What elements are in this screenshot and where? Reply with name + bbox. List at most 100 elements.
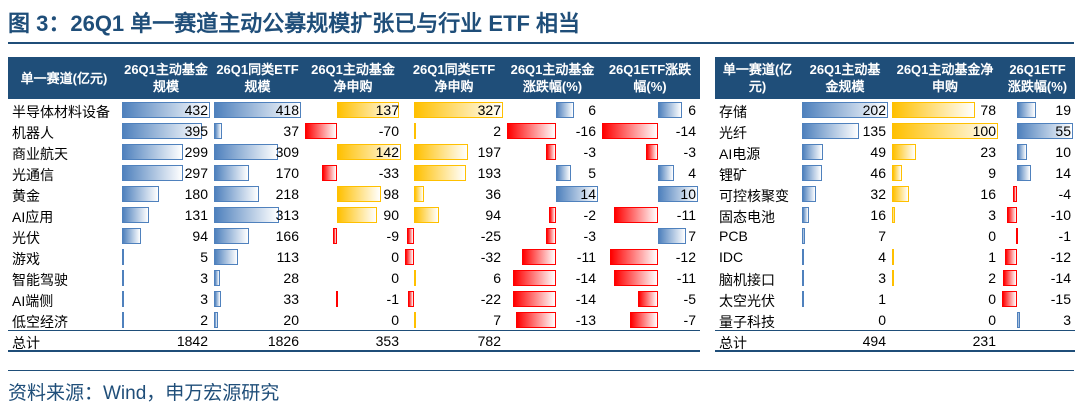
value-text: 313 [275,207,299,223]
value-cell: 6 [403,268,505,289]
data-bar [1007,207,1018,223]
value-cell: 10 [600,184,700,205]
value-text: 94 [192,228,208,244]
value-text: 131 [184,207,208,223]
value-text: 46 [870,165,886,181]
value-cell: 5 [505,163,600,184]
data-bar [892,270,895,286]
row-label: 可控核聚变 [715,184,800,205]
data-bar [802,270,804,286]
row-label: 半导体材料设备 [8,100,120,121]
value-text: 309 [275,144,299,160]
value-cell: 4 [800,247,890,268]
value-cell: 2 [120,310,212,331]
row-label-text: AI端侧 [12,293,54,309]
value-cell: -22 [403,289,505,310]
total-rule [8,330,700,331]
data-bar [522,249,556,265]
value-cell: 3 [120,268,212,289]
value-text: 2 [493,123,501,139]
value-text: -12 [1050,249,1071,265]
value-text: 297 [184,165,208,181]
value-text: -2 [583,207,596,223]
value-text: 142 [375,144,399,160]
value-text: 166 [275,228,299,244]
value-cell: -5 [600,289,700,310]
data-bar [214,102,301,118]
value-cell: 135 [800,121,890,142]
data-bar [321,165,337,181]
value-cell: 14 [505,184,600,205]
row-label-text: 光纤 [719,125,747,141]
data-bar [892,165,902,181]
value-text: 20 [283,312,299,328]
data-bar [1002,291,1018,307]
row-label: 光通信 [8,163,120,184]
value-cell: -7 [600,310,700,331]
value-cell: 170 [212,163,303,184]
value-cell: -11 [600,268,700,289]
value-cell: 395 [120,121,212,142]
data-bar [413,123,416,139]
data-bar [802,186,816,202]
value-text: -11 [676,207,696,223]
value-text: -70 [378,123,399,139]
value-text: 7 [688,228,696,244]
value-text: 0 [391,249,399,265]
value-cell: 9 [890,163,1000,184]
value-cell: 0 [890,226,1000,247]
value-text: -13 [575,312,596,328]
value-cell: 782 [403,331,505,352]
value-cell: 16 [890,184,1000,205]
header-cell: 单一赛道(亿元) [715,57,800,99]
value-cell: -14 [600,121,700,142]
data-bar [646,144,658,160]
header-cell: 单一赛道(亿元) [8,57,120,99]
data-bar [413,207,440,223]
value-cell: 28 [212,268,303,289]
data-bar [802,207,809,223]
value-text: 5 [200,249,208,265]
row-label: IDC [715,247,800,268]
data-bar [658,228,686,244]
row-label: 锂矿 [715,163,800,184]
value-cell: -3 [600,142,700,163]
data-bar [892,102,975,118]
data-bar [802,228,805,244]
value-cell: -25 [403,226,505,247]
value-text: 16 [870,207,886,223]
data-bar [413,165,467,181]
value-text: 5 [588,165,596,181]
value-text: 137 [375,102,399,118]
value-cell: -16 [505,121,600,142]
row-label-text: IDC [719,249,744,265]
value-text: -3 [583,228,596,244]
value-text: 135 [862,123,886,139]
data-bar [892,249,894,265]
value-cell: -70 [303,121,403,142]
value-text: 2 [988,270,996,286]
row-label-text: 商业航天 [12,146,68,162]
value-cell: 432 [120,100,212,121]
value-text: -14 [1050,270,1071,286]
row-label-text: 智能驾驶 [12,272,68,288]
data-bar [214,207,280,223]
row-label-text: 游戏 [12,251,40,267]
value-text: -1 [1058,228,1071,244]
data-bar [214,165,250,181]
value-text: -14 [675,123,696,139]
value-text: 231 [972,333,996,349]
header-cell: 26Q1主动基金规模 [800,57,890,99]
value-text: 1 [878,291,886,307]
row-label-text: 太空光伏 [719,293,775,309]
value-cell: -32 [403,247,505,268]
row-label: AI端侧 [8,289,120,310]
value-cell: 353 [303,331,403,352]
value-text: 418 [275,102,299,118]
row-label: 存储 [715,100,800,121]
value-text: -32 [480,249,501,265]
data-bar [214,144,279,160]
value-text: 10 [680,186,696,202]
value-cell: 33 [212,289,303,310]
bottom-rule [8,350,700,352]
